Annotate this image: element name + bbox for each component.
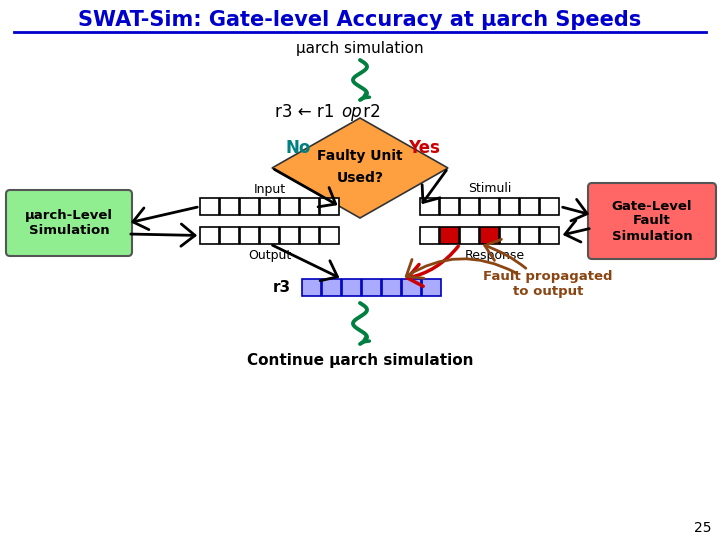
Text: SWAT-Sim: Gate-level Accuracy at µarch Speeds: SWAT-Sim: Gate-level Accuracy at µarch S… bbox=[78, 10, 642, 30]
Bar bbox=[402, 279, 421, 296]
Text: Input: Input bbox=[254, 183, 286, 195]
Bar bbox=[322, 279, 341, 296]
Bar bbox=[220, 227, 239, 244]
Bar bbox=[480, 198, 499, 215]
Polygon shape bbox=[272, 118, 448, 218]
Bar bbox=[440, 227, 459, 244]
Bar bbox=[540, 198, 559, 215]
Bar bbox=[420, 198, 439, 215]
Bar bbox=[240, 198, 259, 215]
Bar bbox=[320, 227, 339, 244]
Bar bbox=[520, 227, 539, 244]
Bar bbox=[500, 227, 519, 244]
Bar bbox=[300, 198, 319, 215]
Bar bbox=[500, 198, 519, 215]
Text: Output: Output bbox=[248, 248, 292, 261]
Text: Yes: Yes bbox=[408, 139, 440, 157]
Text: r3 ← r1: r3 ← r1 bbox=[275, 103, 340, 121]
Text: r3: r3 bbox=[273, 280, 291, 295]
Bar bbox=[300, 227, 319, 244]
Bar bbox=[220, 198, 239, 215]
Bar bbox=[422, 279, 441, 296]
Text: Used?: Used? bbox=[336, 171, 384, 185]
Bar bbox=[260, 227, 279, 244]
FancyBboxPatch shape bbox=[6, 190, 132, 256]
Bar bbox=[302, 279, 321, 296]
Bar bbox=[420, 227, 439, 244]
Bar bbox=[460, 227, 479, 244]
Text: Gate-Level
Fault
Simulation: Gate-Level Fault Simulation bbox=[612, 199, 693, 242]
Bar bbox=[540, 227, 559, 244]
Bar bbox=[200, 227, 219, 244]
Text: Response: Response bbox=[465, 248, 525, 261]
Bar bbox=[480, 227, 499, 244]
FancyBboxPatch shape bbox=[588, 183, 716, 259]
Text: Continue µarch simulation: Continue µarch simulation bbox=[247, 353, 473, 368]
Text: Faulty Unit: Faulty Unit bbox=[318, 149, 402, 163]
Text: Fault propagated
to output: Fault propagated to output bbox=[483, 270, 613, 298]
Text: Stimuli: Stimuli bbox=[468, 183, 512, 195]
Text: µarch-Level
Simulation: µarch-Level Simulation bbox=[25, 209, 113, 237]
Bar bbox=[342, 279, 361, 296]
Bar bbox=[280, 227, 299, 244]
Bar bbox=[520, 198, 539, 215]
Text: 25: 25 bbox=[694, 521, 712, 535]
Bar bbox=[320, 198, 339, 215]
Bar bbox=[440, 198, 459, 215]
Bar bbox=[200, 198, 219, 215]
Bar bbox=[240, 227, 259, 244]
Bar bbox=[260, 198, 279, 215]
Text: op: op bbox=[341, 103, 361, 121]
Text: No: No bbox=[285, 139, 311, 157]
Bar bbox=[362, 279, 381, 296]
Text: r2: r2 bbox=[358, 103, 381, 121]
Text: µarch simulation: µarch simulation bbox=[296, 40, 424, 56]
Bar bbox=[460, 198, 479, 215]
Bar bbox=[382, 279, 401, 296]
Bar bbox=[280, 198, 299, 215]
